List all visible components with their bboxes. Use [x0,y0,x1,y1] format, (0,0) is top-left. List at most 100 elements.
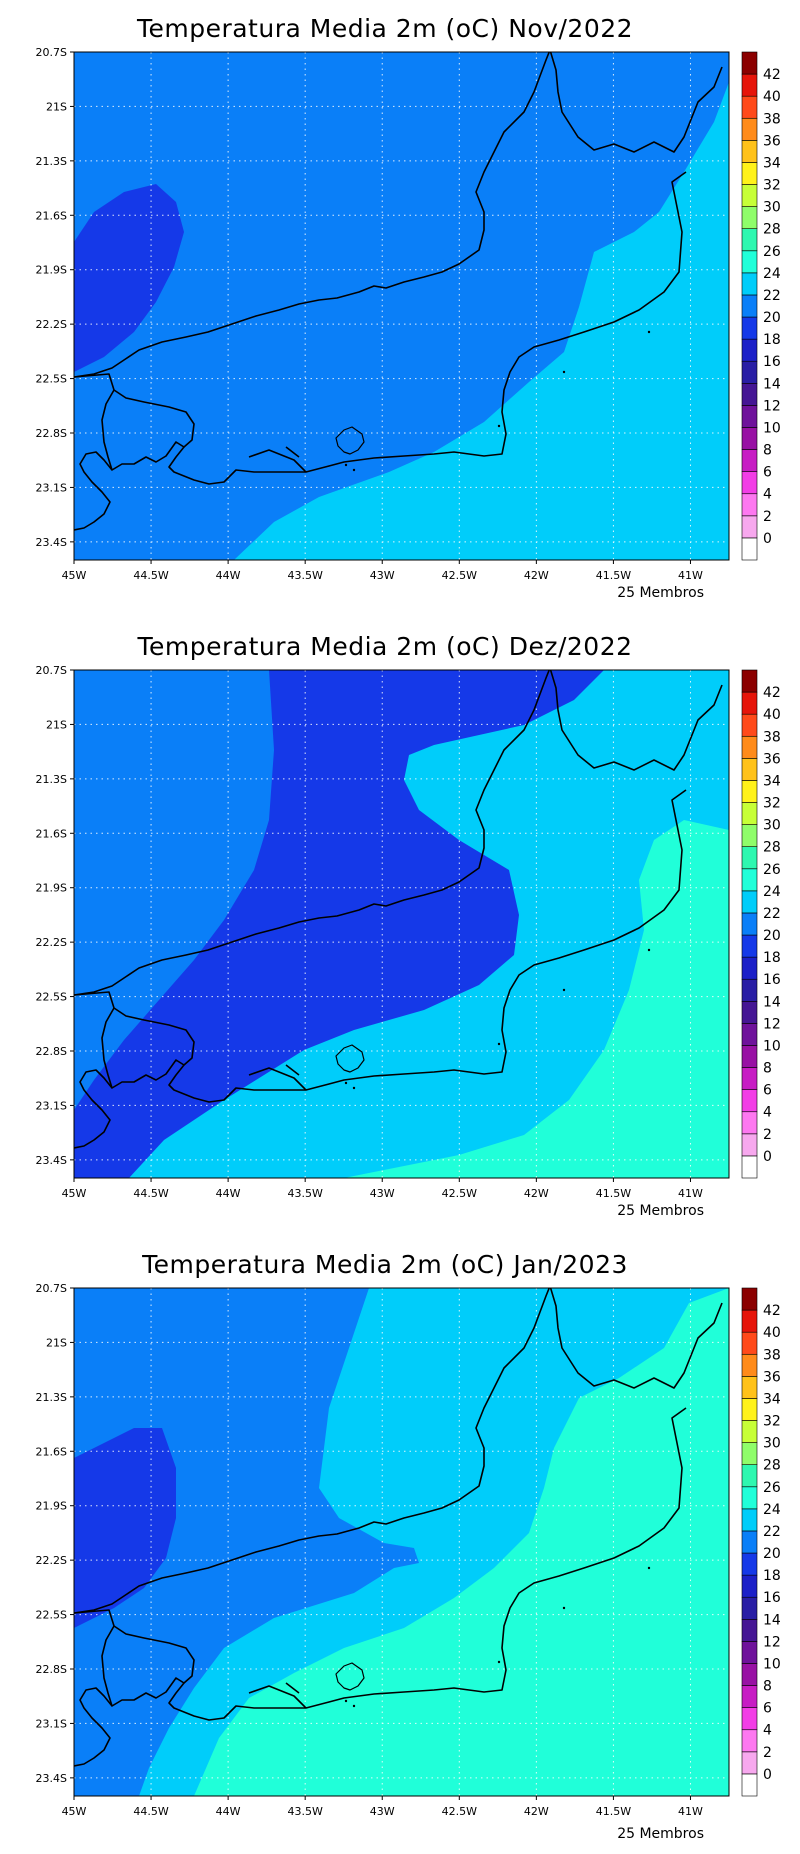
lat-tick-label: 20.7S [36,664,67,677]
colorbar-swatch [741,956,758,980]
lat-tick-label: 21.6S [36,209,67,222]
colorbar-label: 38 [763,729,781,745]
lon-tick-label: 45W [62,1187,87,1200]
map-frame [73,1287,730,1797]
colorbar-label: 40 [763,89,781,105]
colorbar-label: 26 [763,862,781,878]
members-note: 25 Membros [617,1203,704,1219]
lon-tick-label: 43.5W [287,1187,322,1200]
lon-tick-label: 41.5W [596,1805,631,1818]
colorbar-label: 8 [763,1679,772,1695]
colorbar-label: 16 [763,972,781,988]
colorbar-label: 10 [763,420,781,436]
colorbar-label: 20 [763,1546,781,1562]
lat-tick-label: 21.9S [36,264,67,277]
colorbar-swatch [741,1773,758,1797]
colorbar-label: 34 [763,155,781,171]
colorbar-swatch [741,272,758,296]
lon-tick-label: 42.5W [442,1805,477,1818]
lat-tick-label: 23.4S [36,1772,67,1785]
colorbar-swatch [741,1398,758,1421]
colorbar-label: 38 [763,1347,781,1363]
colorbar-label: 42 [763,685,781,701]
colorbar-swatch [741,427,758,450]
colorbar-label: 16 [763,354,781,370]
colorbar-swatch [741,735,758,759]
colorbar-label: 12 [763,1634,781,1650]
colorbar-swatch [741,493,758,517]
colorbar-swatch [741,1287,758,1311]
lat-tick-label: 22.8S [36,427,67,440]
colorbar-label: 34 [763,1391,781,1407]
colorbar-label: 32 [763,796,781,812]
colorbar-swatch [741,1641,758,1664]
colorbar-swatch [741,162,758,185]
colorbar-swatch [741,868,758,892]
colorbar-label: 10 [763,1656,781,1672]
map-title: Temperatura Media 2m (oC) Dez/2022 [137,632,633,661]
lat-tick-label: 22.2S [36,936,67,949]
lat-tick-label: 20.7S [36,1282,67,1295]
colorbar-swatch [741,1508,758,1532]
map-panel-nov-2022: Temperatura Media 2m (oC) Nov/2022 20.7S… [0,0,800,618]
colorbar-swatch [741,978,758,1002]
lat-tick-label: 22.8S [36,1663,67,1676]
colorbar-label: 42 [763,67,781,83]
lat-tick-label: 21.6S [36,1445,67,1458]
colorbar-swatch [741,1111,758,1135]
lat-tick-label: 21.9S [36,1500,67,1513]
lon-tick-label: 44.5W [133,1187,168,1200]
colorbar-label: 8 [763,443,772,459]
colorbar-swatch [741,1552,758,1576]
colorbar-label: 30 [763,1436,781,1452]
colorbar-label: 36 [763,751,781,767]
colorbar-swatch [741,934,758,958]
map-panel-dez-2022: Temperatura Media 2m (oC) Dez/2022 20.7S… [0,618,800,1236]
colorbar-swatch [741,1685,758,1708]
colorbar-swatch [741,338,758,362]
grid-lines [74,1288,729,1796]
colorbar-label: 42 [763,1303,781,1319]
colorbar-swatch [741,184,758,207]
colorbar-swatch [741,316,758,340]
colorbar-label: 0 [763,531,772,547]
colorbar-swatch [741,515,758,539]
lat-tick-label: 22.5S [36,373,67,386]
lat-tick-label: 22.5S [36,1609,67,1622]
colorbar-label: 24 [763,884,781,900]
colorbar-label: 14 [763,376,781,392]
colorbar-swatch [741,73,758,97]
lon-tick-label: 44W [216,569,241,582]
map-figure: 20.7S21S21.3S21.6S21.9S22.2S22.5S22.8S23… [36,1282,781,1818]
colorbar-swatch [741,1530,758,1554]
colorbar-swatch [741,1089,758,1113]
lat-tick-label: 21.9S [36,882,67,895]
lon-tick-label: 42.5W [442,1187,477,1200]
colorbar-swatch [741,890,758,914]
colorbar-label: 8 [763,1061,772,1077]
lon-tick-label: 44W [216,1187,241,1200]
colorbar-label: 26 [763,1480,781,1496]
lat-tick-label: 23.1S [36,1717,67,1730]
colorbar-label: 18 [763,950,781,966]
colorbar-swatch [741,1353,758,1377]
colorbar-swatch [741,1133,758,1157]
lon-tick-label: 45W [62,1805,87,1818]
colorbar-label: 16 [763,1590,781,1606]
colorbar-label: 36 [763,1369,781,1385]
colorbar-swatch [741,1376,758,1399]
colorbar-swatch [741,140,758,163]
colorbar-swatch [741,758,758,781]
colorbar-label: 40 [763,1325,781,1341]
colorbar-swatch [741,713,758,737]
colorbar-swatch [741,449,758,472]
colorbar-swatch [741,1751,758,1775]
colorbar-label: 12 [763,1016,781,1032]
contour-region-24 [344,820,729,1178]
lon-tick-label: 45W [62,569,87,582]
colorbar-swatch [741,1045,758,1068]
colorbar-label: 6 [763,1083,772,1099]
colorbar-swatch [741,117,758,141]
